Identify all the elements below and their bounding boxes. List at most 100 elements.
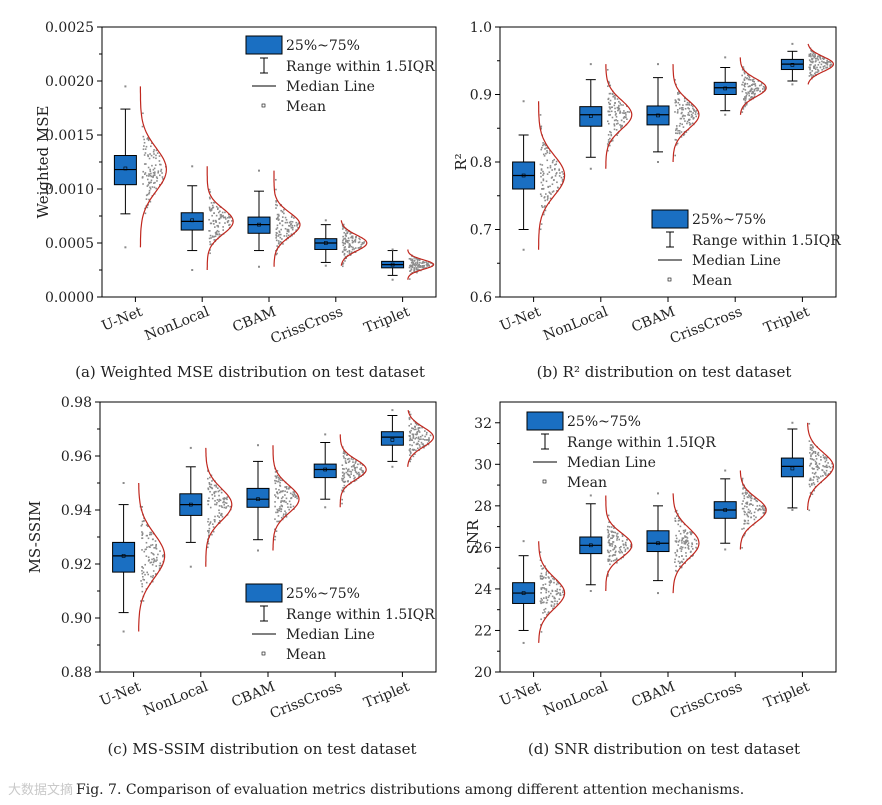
- data-point: [361, 464, 364, 466]
- data-point: [681, 561, 684, 564]
- data-point: [745, 502, 747, 505]
- data-point: [608, 533, 611, 536]
- data-point: [282, 513, 285, 516]
- data-point: [154, 547, 157, 549]
- data-point: [545, 596, 548, 598]
- data-point: [690, 545, 693, 548]
- data-point: [414, 263, 416, 266]
- data-point: [808, 483, 811, 486]
- data-point: [418, 263, 421, 266]
- data-point: [280, 510, 282, 513]
- data-point: [677, 520, 680, 522]
- x-tick-label: Triplet: [362, 679, 413, 712]
- data-point: [153, 559, 156, 561]
- data-point: [684, 120, 686, 122]
- data-point: [757, 509, 759, 512]
- data-point: [681, 538, 684, 541]
- data-point: [141, 176, 144, 179]
- data-point: [562, 593, 565, 596]
- data-point: [343, 242, 346, 245]
- data-point: [540, 223, 543, 225]
- watermark: 大数据文摘: [8, 782, 73, 798]
- data-point: [744, 101, 747, 104]
- y-tick-label: 30: [474, 457, 492, 473]
- data-point: [543, 196, 546, 198]
- data-point: [141, 523, 144, 526]
- data-point: [630, 543, 632, 546]
- data-point: [752, 92, 754, 95]
- data-point: [415, 433, 417, 436]
- data-point: [812, 60, 814, 63]
- data-point: [289, 225, 291, 227]
- data-point: [746, 74, 749, 77]
- data-point: [688, 114, 691, 117]
- data-point: [679, 122, 682, 125]
- data-point: [607, 536, 609, 539]
- data-point: [218, 217, 221, 220]
- data-point: [543, 206, 546, 208]
- data-point: [208, 482, 211, 484]
- data-point: [423, 266, 425, 269]
- data-point: [352, 464, 355, 467]
- data-point: [276, 470, 279, 472]
- data-point: [210, 209, 213, 211]
- outlier-point: [724, 113, 727, 116]
- data-point: [279, 484, 281, 487]
- data-point: [277, 219, 280, 221]
- series-triplet: [381, 248, 435, 281]
- data-point: [426, 442, 429, 445]
- data-point: [822, 474, 824, 477]
- data-point: [147, 137, 149, 139]
- data-point: [163, 554, 165, 556]
- data-point: [617, 536, 619, 538]
- data-point: [148, 198, 150, 201]
- data-point: [207, 520, 209, 523]
- data-point: [608, 539, 611, 541]
- data-point: [815, 458, 818, 460]
- data-point: [156, 177, 159, 180]
- data-point: [541, 164, 544, 166]
- data-point: [146, 571, 149, 574]
- data-point: [410, 259, 412, 261]
- data-point: [616, 98, 619, 100]
- data-point: [417, 429, 420, 432]
- data-point: [141, 531, 143, 533]
- data-point: [141, 590, 144, 593]
- data-point: [555, 583, 558, 586]
- data-point: [549, 197, 552, 200]
- data-point: [760, 508, 762, 511]
- data-point: [274, 505, 276, 508]
- data-point: [695, 115, 697, 118]
- data-point: [156, 559, 158, 561]
- data-point: [209, 234, 212, 237]
- data-point: [624, 548, 627, 551]
- data-point: [690, 113, 693, 116]
- data-point: [142, 567, 145, 569]
- data-point: [342, 480, 344, 483]
- data-point: [160, 170, 162, 172]
- data-point: [147, 155, 149, 158]
- mean-marker: [723, 86, 728, 91]
- data-point: [539, 575, 542, 577]
- data-point: [609, 550, 612, 552]
- data-point: [281, 216, 284, 218]
- data-point: [285, 486, 288, 489]
- data-point: [150, 575, 152, 578]
- data-point: [360, 467, 363, 469]
- data-point: [814, 72, 816, 75]
- data-point: [816, 71, 819, 73]
- data-point: [149, 186, 151, 189]
- data-point: [685, 539, 688, 542]
- data-point: [629, 545, 632, 548]
- data-point: [685, 103, 688, 106]
- data-point: [357, 247, 360, 249]
- data-point: [419, 435, 422, 438]
- outlier-point: [791, 509, 794, 511]
- data-point: [290, 220, 292, 223]
- data-point: [809, 52, 812, 55]
- data-point: [546, 151, 549, 154]
- data-point: [746, 492, 749, 494]
- data-point: [681, 115, 684, 118]
- distribution-curve: [739, 57, 767, 115]
